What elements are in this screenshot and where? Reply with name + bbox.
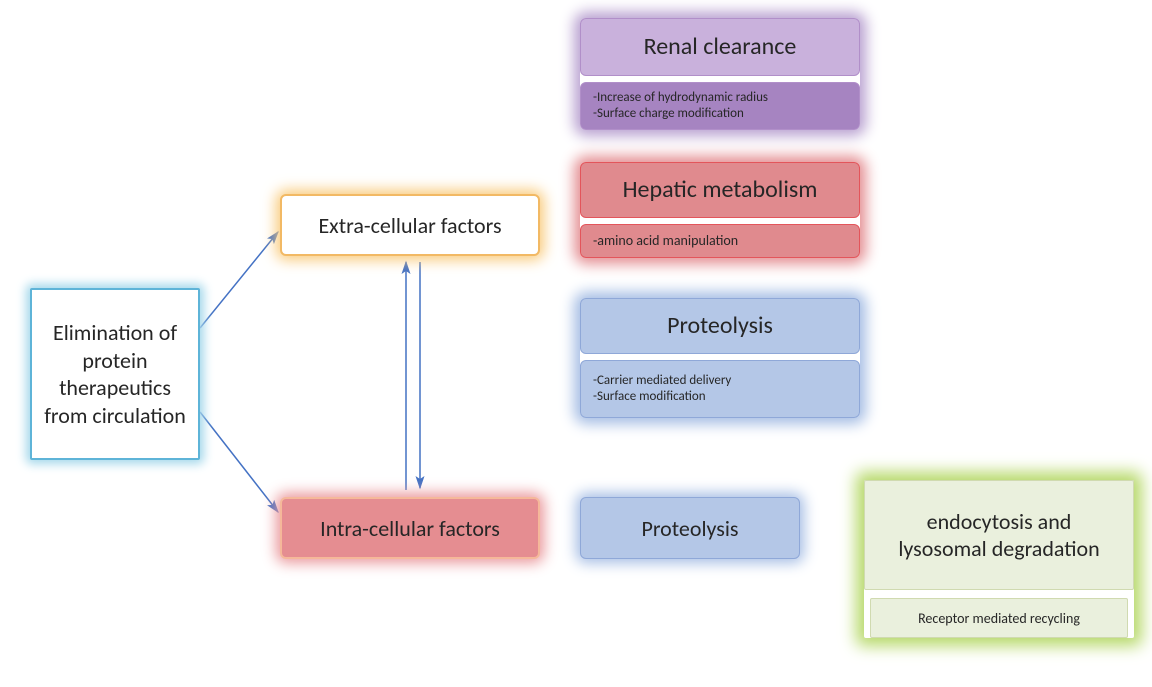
- proteolysis-extra-sub-line-1: -Surface modification: [593, 389, 706, 405]
- renal-sub-box: -Increase of hydrodynamic radius -Surfac…: [580, 82, 860, 130]
- endocytosis-title-box: endocytosis and lysosomal degradation: [864, 480, 1134, 590]
- endocytosis-sub-label: Receptor mediated recycling: [918, 610, 1080, 627]
- hepatic-title-label: Hepatic metabolism: [623, 176, 818, 204]
- extra-cellular-box: Extra-cellular factors: [280, 194, 540, 256]
- proteolysis-extra-title-label: Proteolysis: [667, 312, 773, 340]
- proteolysis-intra-label: Proteolysis: [641, 515, 738, 542]
- hepatic-group: Hepatic metabolism -amino acid manipulat…: [580, 162, 860, 258]
- root-box: Elimination of protein therapeutics from…: [30, 288, 200, 460]
- root-label: Elimination of protein therapeutics from…: [40, 319, 190, 429]
- hepatic-sub-box: -amino acid manipulation: [580, 224, 860, 258]
- diagram-stage: Elimination of protein therapeutics from…: [0, 0, 1152, 687]
- intra-cellular-box: Intra-cellular factors: [280, 497, 540, 559]
- renal-title-label: Renal clearance: [644, 33, 797, 61]
- renal-group: Renal clearance -Increase of hydrodynami…: [580, 18, 860, 130]
- hepatic-title-box: Hepatic metabolism: [580, 162, 860, 218]
- intra-cellular-label: Intra-cellular factors: [320, 515, 500, 542]
- renal-title-box: Renal clearance: [580, 18, 860, 76]
- hepatic-sub-line-0: -amino acid manipulation: [593, 232, 738, 250]
- proteolysis-intra-box: Proteolysis: [580, 497, 800, 559]
- proteolysis-extra-sub-line-0: -Carrier mediated delivery: [593, 373, 731, 389]
- proteolysis-extra-group: Proteolysis -Carrier mediated delivery -…: [580, 298, 860, 418]
- proteolysis-extra-sub-box: -Carrier mediated delivery -Surface modi…: [580, 360, 860, 418]
- renal-sub-line-0: -Increase of hydrodynamic radius: [593, 90, 768, 106]
- extra-cellular-label: Extra-cellular factors: [318, 212, 501, 239]
- endocytosis-group: endocytosis and lysosomal degradation Re…: [864, 480, 1134, 638]
- endocytosis-sub-box: Receptor mediated recycling: [870, 598, 1128, 638]
- proteolysis-extra-title-box: Proteolysis: [580, 298, 860, 354]
- renal-sub-line-1: -Surface charge modification: [593, 106, 744, 122]
- endocytosis-title-label: endocytosis and lysosomal degradation: [881, 508, 1117, 563]
